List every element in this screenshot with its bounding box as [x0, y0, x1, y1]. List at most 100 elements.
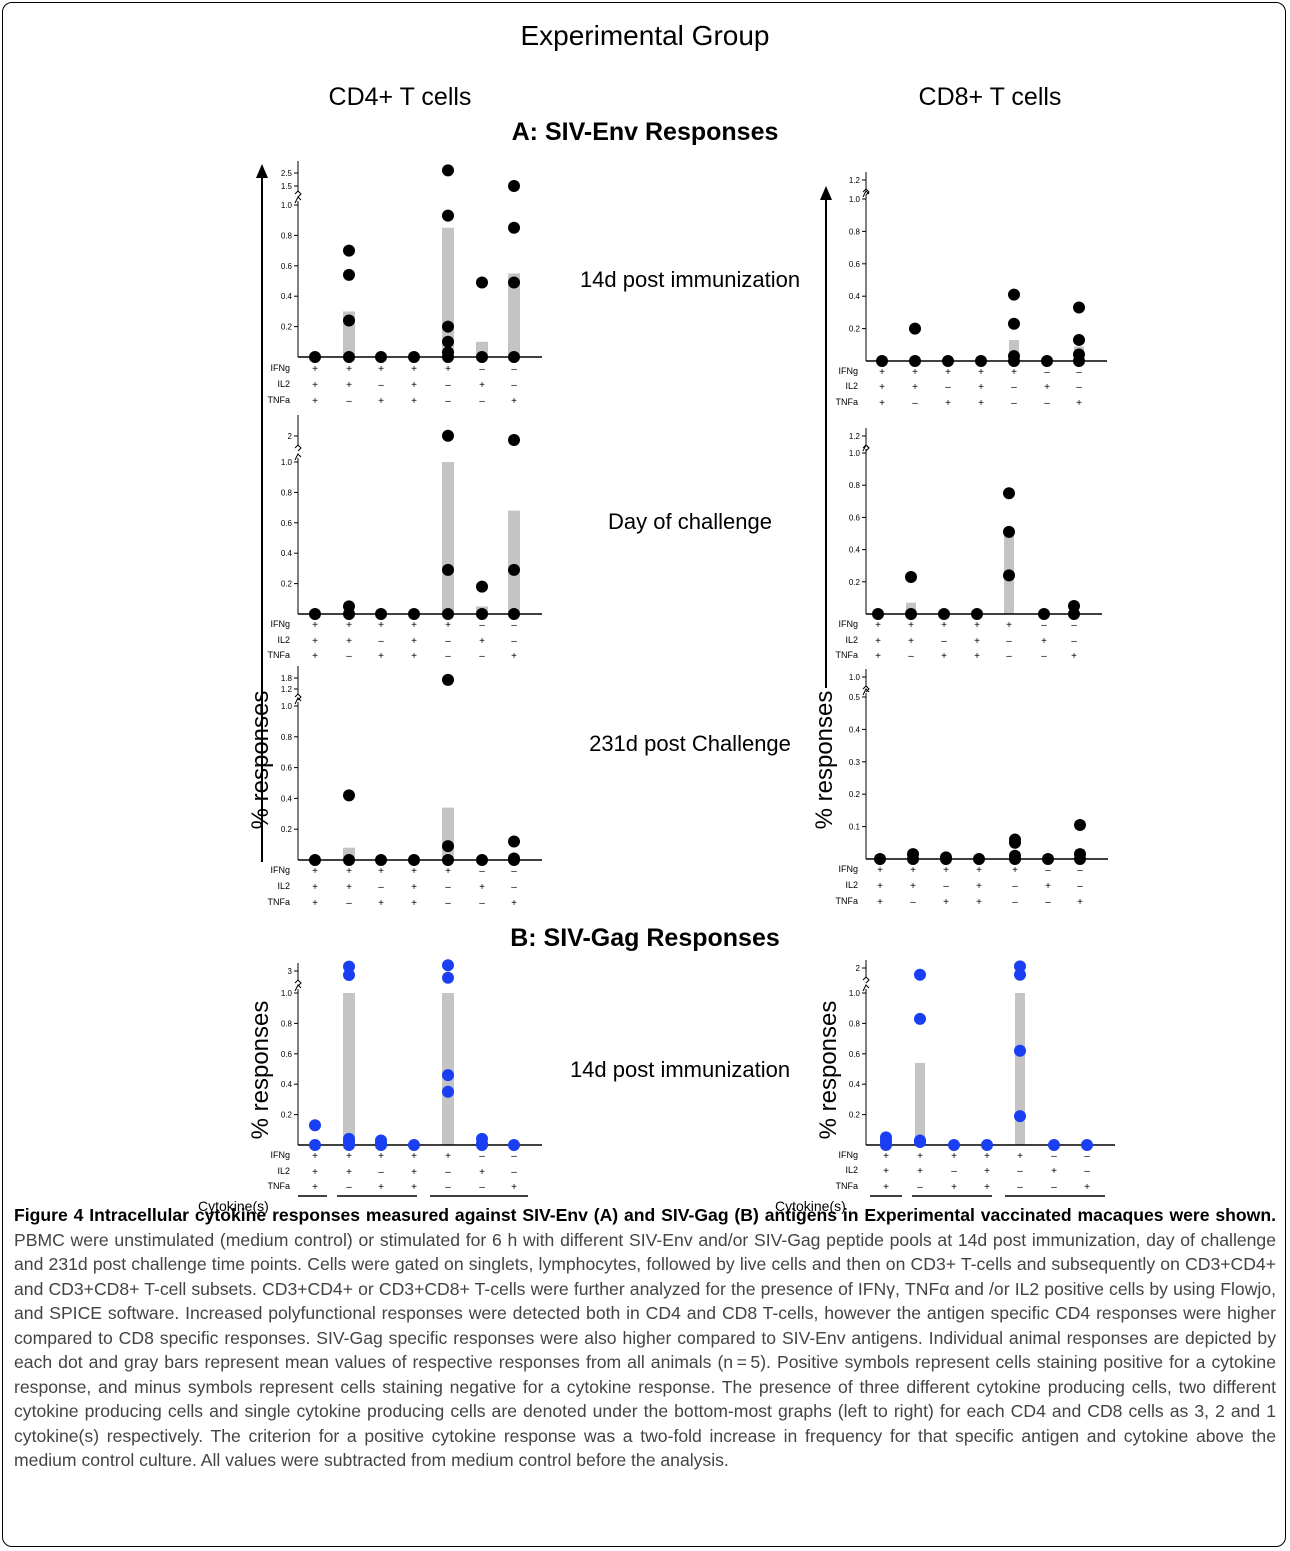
panel-6-sign-4-2: + [976, 881, 982, 892]
panel-6-sign-4-3: + [976, 897, 982, 908]
panel-7-sign-5-2: – [445, 1167, 451, 1178]
panel-8-data-point-2-4 [914, 968, 926, 981]
panel-3-data-point-5-2 [442, 840, 454, 853]
timepoint-label-challenge: Day of challenge [608, 509, 772, 534]
panel-8-sign-7-2: – [1084, 1166, 1090, 1177]
panel-4-sign-5-3: – [1011, 398, 1017, 409]
panel-2-data-point-7-1 [508, 608, 520, 620]
panel-4-sign-1-1: + [879, 367, 885, 378]
panel-7-sign-7-1: – [511, 1151, 517, 1162]
panel-7-axis-break-low [294, 984, 302, 992]
panel-2-sign-1-2: + [312, 636, 318, 647]
panel-3-sign-7-1: – [511, 866, 517, 877]
panel-1-sign-4-3: + [411, 396, 417, 407]
panel-6-ytick-label-3: 0.3 [849, 758, 861, 767]
panel-4-row-label-tnfa: TNFa [836, 397, 859, 407]
panel-3-ytick-label-2: 0.4 [281, 794, 293, 803]
panel-2-ytick-label-1: 0.2 [281, 580, 293, 589]
panel-5-data-point-4-1 [971, 608, 983, 620]
panel-8-sign-5-2: – [1017, 1166, 1023, 1177]
panel-1-sign-4-2: + [411, 380, 417, 391]
panel-2-sign-1-1: + [312, 620, 318, 631]
panel-4-sign-3-2: – [945, 382, 951, 393]
panel-7-data-point-5-4 [442, 959, 454, 972]
panel-1-break-tick-label-1: 1.5 [281, 182, 293, 191]
panel-6-data-point-3-2 [940, 851, 952, 864]
panel-6-axis-break-high [862, 685, 870, 693]
panel-7-sign-2-1: + [346, 1151, 352, 1162]
panel-6-sign-1-3: + [877, 897, 883, 908]
panel-3-data-point-5-3 [442, 673, 454, 686]
panel-2-sign-5-3: – [445, 651, 451, 662]
panel-7-data-point-5-1 [442, 1085, 454, 1098]
panel-5-axis-break-high [862, 444, 870, 452]
panel-2-ytick-label-4: 0.8 [281, 488, 293, 497]
panel-4-sign-6-1: – [1044, 367, 1050, 378]
panel-7-sign-6-3: – [479, 1182, 485, 1193]
panel-1-axis-break-high [294, 190, 302, 198]
panel-4-axis-break-high [862, 188, 870, 196]
panel-3-sign-7-2: – [511, 882, 517, 893]
panel-7-row-label-il2: IL2 [277, 1166, 290, 1176]
panel-3-row-label-tnfa: TNFa [268, 897, 291, 907]
panel-5-sign-7-3: + [1071, 651, 1077, 662]
panel-1-data-point-4-1 [408, 351, 420, 363]
panel-5-sign-3-2: – [941, 636, 947, 647]
panel-2-data-point-5-1 [442, 608, 454, 620]
panel-7-data-point-5-3 [442, 971, 454, 984]
panel-5-data-point-7-2 [1068, 599, 1080, 612]
panel-1-sign-6-3: – [479, 396, 485, 407]
panel-6-row-label-tnfa: TNFa [836, 896, 859, 906]
panel-6-data-point-5-2 [1009, 849, 1021, 862]
panel-8-ytick-label-3: 0.6 [849, 1050, 861, 1059]
panel-7-data-point-7-1 [508, 1139, 520, 1151]
panel-2-sign-3-2: – [378, 636, 384, 647]
panel-4-data-point-4-1 [975, 355, 987, 367]
panel-3-mean-bar-5 [442, 807, 454, 860]
panel-6-sign-5-1: + [1012, 865, 1018, 876]
panel-8-break-tick-label-1: 2 [856, 964, 861, 973]
panel-3-axis-break-low [294, 697, 302, 705]
panel-1-mean-bar-7 [508, 273, 520, 357]
panel-4-row-label-ifng: IFNg [838, 366, 858, 376]
panel-1-ytick-label-1: 0.2 [281, 323, 293, 332]
panel-4-sign-7-3: + [1076, 398, 1082, 409]
panel-5-data-point-2-1 [905, 608, 917, 620]
panel-6-data-point-7-2 [1074, 848, 1086, 861]
figure-caption: Figure 4 Intracellular cytokine response… [14, 1203, 1276, 1473]
panel-1-ytick-label-3: 0.6 [281, 262, 293, 271]
panel-3-sign-7-3: + [511, 898, 517, 909]
panel-6-sign-3-1: + [943, 865, 949, 876]
panel-5-sign-3-1: + [941, 620, 947, 631]
ylabel-gag-cd4: % responses [247, 1001, 274, 1140]
panel-2-data-point-4-1 [408, 608, 420, 620]
panel-4-sign-5-1: + [1011, 367, 1017, 378]
panel-8-sign-7-1: – [1084, 1151, 1090, 1162]
timepoint-label-231d: 231d post Challenge [589, 731, 791, 756]
panel-8-sign-3-1: + [951, 1151, 957, 1162]
panel-3-row-label-ifng: IFNg [270, 865, 290, 875]
panel-8-data-point-5-1 [1014, 1110, 1026, 1123]
panel-1-data-point-2-2 [343, 314, 355, 327]
panel-8-ytick-label-2: 0.4 [849, 1080, 861, 1089]
panel-4-ytick-label-3: 0.6 [849, 260, 861, 269]
panel-8-sign-5-3: – [1017, 1182, 1023, 1193]
panel-2-sign-6-1: – [479, 620, 485, 631]
panel-8-data-point-3-1 [948, 1139, 960, 1151]
panel-6-data-point-7-3 [1074, 818, 1086, 831]
panel-4-row-label-il2: IL2 [845, 381, 858, 391]
panel-5-ytick-label-3: 0.6 [849, 513, 861, 522]
panel-4-sign-5-2: – [1011, 382, 1017, 393]
panel-5-sign-7-2: – [1071, 636, 1077, 647]
panel-1-sign-5-3: – [445, 396, 451, 407]
timepoint-label-14d: 14d post immunization [579, 267, 801, 292]
panel-5-sign-5-2: – [1006, 636, 1012, 647]
panel-8-sign-4-3: + [984, 1182, 990, 1193]
panel-1-data-point-5-3 [442, 335, 454, 348]
panel-7-row-label-tnfa: TNFa [268, 1181, 291, 1191]
panel-4-ytick-label-2: 0.4 [849, 292, 861, 301]
panel-4-data-point-7-4 [1073, 301, 1085, 314]
panel-8-sign-5-1: + [1017, 1151, 1023, 1162]
panel-3-sign-5-1: + [445, 866, 451, 877]
panel-5-sign-4-2: + [974, 636, 980, 647]
